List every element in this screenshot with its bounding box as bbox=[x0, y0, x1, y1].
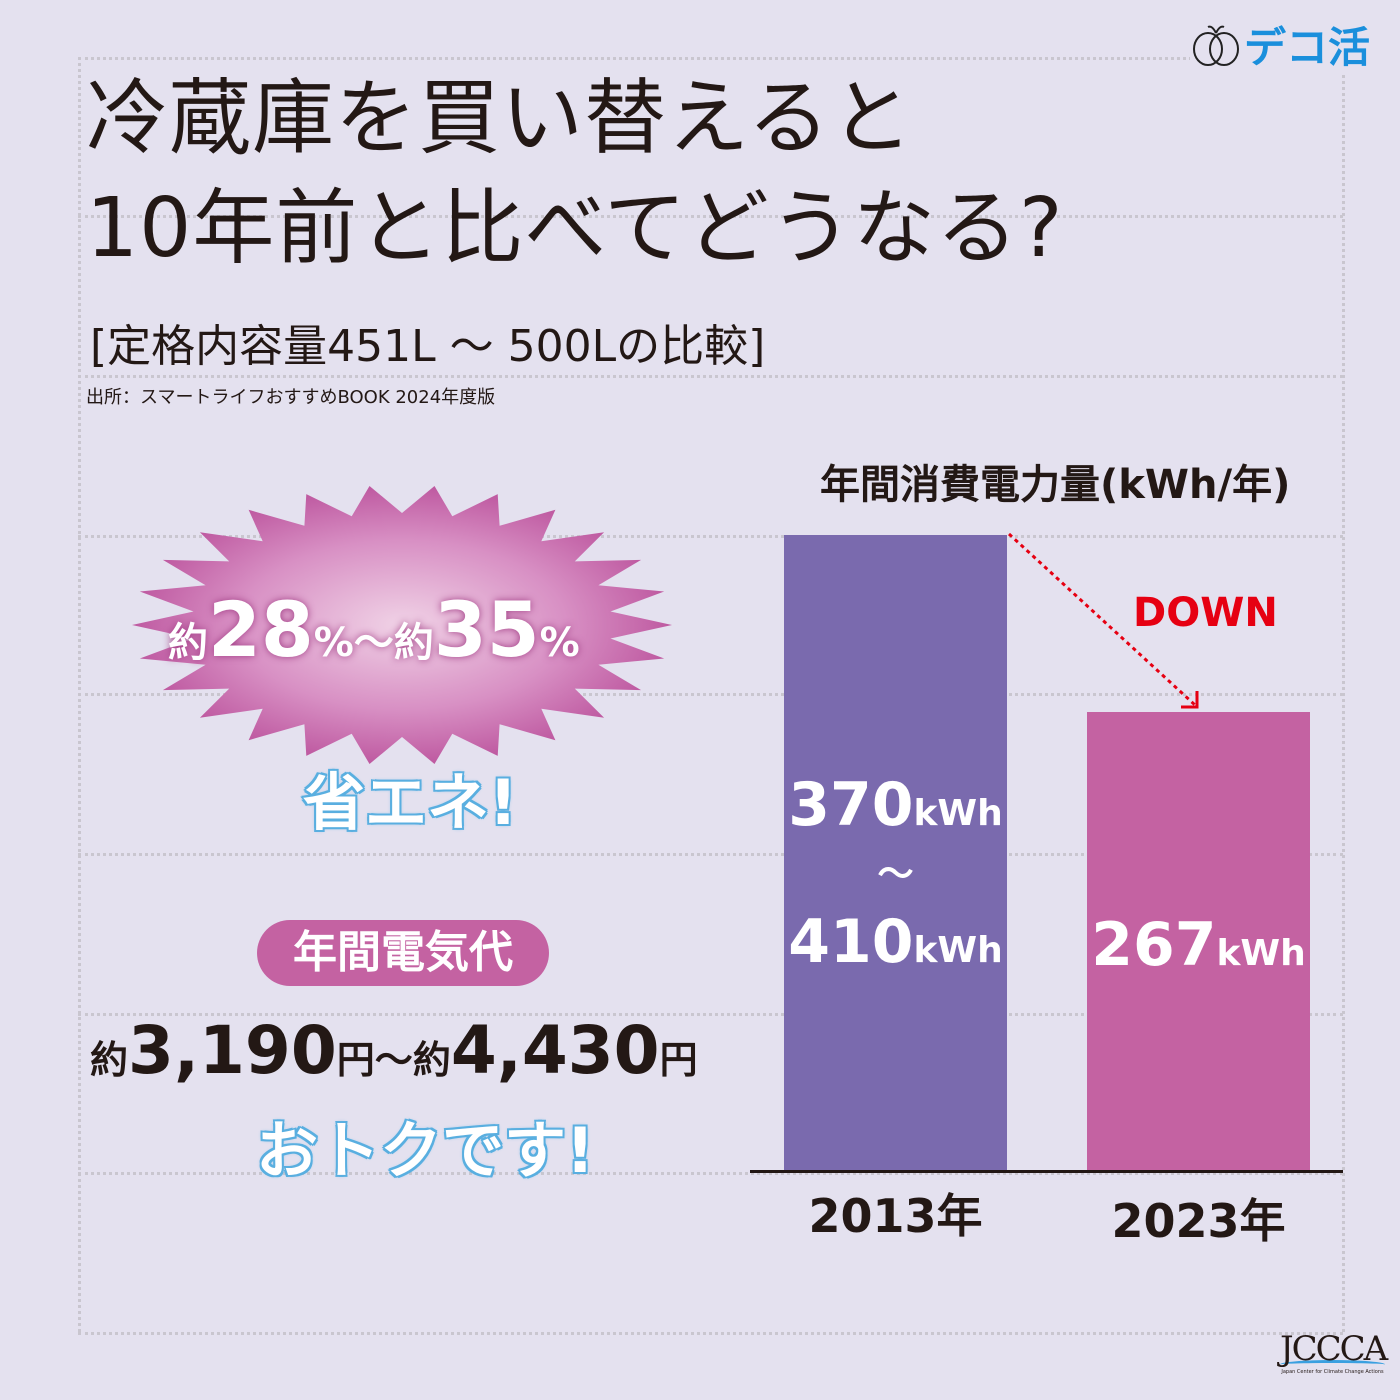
down-arrow bbox=[1007, 532, 1199, 709]
bar-label-value: 410 bbox=[788, 907, 914, 977]
x-tick-2023: 2023年 bbox=[1111, 1194, 1286, 1248]
grid-line bbox=[1342, 57, 1345, 1332]
range-tilde: ～ bbox=[877, 854, 914, 895]
eco-apple-icon bbox=[1193, 25, 1239, 66]
title-line-2: 10年前と比べてどうなる? bbox=[86, 181, 1064, 276]
deco-katsu-logo: デコ活 bbox=[1190, 14, 1377, 75]
savings-caption: おトクです! bbox=[254, 1113, 595, 1189]
grid-line bbox=[78, 693, 1343, 696]
grid-line bbox=[78, 1013, 1343, 1016]
savings-percent: 約28%～約35% bbox=[168, 585, 580, 674]
energy-saving-caption: 省エネ! bbox=[301, 765, 518, 841]
source-note: 出所：スマートライフおすすめBOOK 2024年度版 bbox=[86, 387, 496, 408]
grid-line bbox=[78, 375, 1343, 378]
bar-2013: 370kWh ～ 410kWh bbox=[784, 535, 1007, 1172]
annual-cost-value: 約3,190円～約4,430円 bbox=[90, 1012, 698, 1089]
down-annotation: DOWN bbox=[1133, 590, 1278, 636]
grid-line bbox=[78, 535, 1343, 538]
grid-line bbox=[78, 1332, 1343, 1335]
arc-icon bbox=[1280, 1360, 1385, 1369]
bar-2023: 267kWh bbox=[1087, 712, 1310, 1172]
grid-line bbox=[78, 853, 1343, 856]
x-tick-2013: 2013年 bbox=[808, 1189, 983, 1243]
logo-text: デコ活 bbox=[1244, 23, 1371, 72]
burst-shape bbox=[132, 486, 672, 764]
x-axis bbox=[750, 1170, 1343, 1173]
grid-line bbox=[78, 1172, 1343, 1175]
bar-label-value: 267 bbox=[1091, 910, 1217, 981]
bar-label-value: 370 bbox=[788, 770, 914, 840]
grid-line bbox=[78, 215, 1343, 218]
subtitle: [定格内容量451L ～ 500Lの比較] bbox=[90, 321, 766, 372]
grid-line bbox=[78, 57, 81, 1332]
chart-title: 年間消費電力量(kWh/年) bbox=[820, 462, 1291, 508]
annual-cost-badge: 年間電気代 bbox=[257, 920, 549, 986]
jccca-logo: JCCCA Japan Center for Climate Change Ac… bbox=[1280, 1329, 1388, 1375]
title-line-1: 冷蔵庫を買い替えると bbox=[86, 71, 914, 166]
grid-line bbox=[78, 57, 1343, 60]
